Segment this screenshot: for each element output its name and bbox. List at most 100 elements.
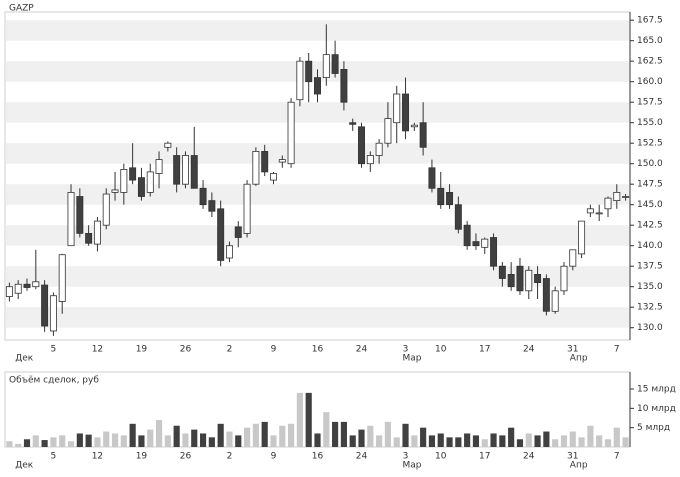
y-tick-label: 137.5 — [637, 262, 663, 272]
volume-bar — [402, 423, 409, 447]
candle-body — [454, 204, 462, 230]
x-tick-label: 7 — [614, 345, 620, 355]
volume-bar — [384, 421, 392, 447]
volume-bar — [129, 423, 136, 447]
candle-body — [305, 60, 313, 83]
candle-body — [437, 187, 445, 206]
volume-bar — [6, 441, 13, 447]
volume-bar — [15, 443, 22, 447]
y-tick-label: 160.0 — [637, 77, 663, 87]
volume-bar — [376, 435, 383, 447]
candle-body — [358, 126, 365, 165]
candle-body — [111, 189, 119, 193]
x-tick-label: 10 — [435, 452, 447, 462]
candle-body — [23, 283, 31, 288]
x-tick-label: 2 — [227, 345, 233, 355]
volume-bar — [235, 435, 242, 447]
volume-bar — [120, 435, 127, 447]
x-tick-label: 26 — [180, 452, 192, 462]
candle-body — [542, 278, 550, 312]
candle-body — [604, 197, 612, 210]
volume-bar — [552, 439, 559, 447]
x-tick-label: 24 — [356, 452, 368, 462]
x-month-label: Мар — [403, 461, 422, 471]
candle-body — [217, 208, 225, 261]
x-month-label: Апр — [570, 461, 588, 471]
candle-body — [516, 265, 524, 292]
candle-body — [199, 187, 207, 206]
volume-bar — [437, 433, 444, 447]
y-tick-label: 135.0 — [637, 282, 663, 292]
candle-body — [340, 69, 348, 103]
volume-bar — [516, 439, 524, 447]
y-tick-label: 5 млрд — [637, 423, 670, 433]
volume-bar — [111, 433, 119, 447]
volume-bar — [332, 421, 339, 447]
x-tick-label: 16 — [312, 452, 324, 462]
volume-bar — [191, 429, 198, 447]
candle-body — [384, 118, 392, 144]
candle-body — [5, 286, 13, 297]
candle-body — [349, 122, 357, 125]
volume-bar — [490, 433, 497, 447]
y-tick-label: 155.0 — [637, 118, 663, 128]
volume-bar — [420, 427, 427, 447]
grid-band — [6, 143, 629, 164]
candle-body — [102, 193, 110, 226]
candle-body — [525, 269, 533, 292]
candle-body — [14, 283, 22, 294]
volume-bar — [182, 433, 189, 447]
candle-body — [551, 290, 559, 312]
volume-bar — [32, 435, 39, 447]
volume-bar — [59, 435, 66, 447]
volume-bar — [138, 435, 145, 447]
y-tick-label: 167.5 — [637, 16, 663, 26]
volume-bar — [85, 434, 92, 447]
volume-bar — [305, 392, 312, 447]
candle-body — [32, 281, 40, 288]
volume-bar — [296, 392, 303, 447]
volume-bar — [155, 419, 163, 447]
candle-body — [278, 159, 286, 163]
x-tick-label: 3 — [403, 345, 409, 355]
y-tick-label: 165.0 — [637, 36, 663, 46]
x-month-label: Дек — [15, 461, 34, 471]
volume-bar — [261, 421, 268, 447]
x-tick-label: 31 — [567, 452, 578, 462]
volume-bar — [340, 421, 347, 447]
x-month-label: Дек — [15, 354, 34, 364]
candle-body — [129, 167, 137, 181]
candle-body — [270, 173, 277, 181]
y-tick-label: 15 млрд — [637, 385, 676, 395]
volume-bar — [411, 435, 418, 447]
candle-body — [331, 54, 339, 74]
candle-body — [252, 150, 260, 185]
volume-bar — [288, 423, 295, 447]
volume-title: Объём сделок, руб — [9, 376, 99, 386]
y-tick-label: 140.0 — [637, 241, 663, 251]
volume-bar — [604, 439, 612, 447]
candle-body — [314, 77, 321, 95]
x-tick-label: 24 — [523, 452, 535, 462]
y-tick-label: 157.5 — [637, 98, 663, 108]
candle-body — [322, 54, 330, 78]
volume-bar — [76, 433, 83, 447]
x-tick-label: 3 — [403, 452, 409, 462]
y-tick-label: 147.5 — [637, 180, 663, 190]
volume-bar — [208, 437, 215, 447]
x-tick-label: 5 — [51, 452, 57, 462]
x-month-label: Апр — [570, 354, 588, 364]
volume-bar — [481, 439, 488, 447]
volume-bar — [543, 431, 550, 447]
x-tick-label: 31 — [567, 345, 578, 355]
volume-bar — [243, 427, 251, 447]
candle-body — [208, 200, 216, 212]
x-tick-label: 5 — [51, 345, 57, 355]
volume-bar — [217, 423, 224, 447]
volume-bar — [103, 431, 110, 447]
candle-body — [49, 295, 57, 332]
x-tick-label: 19 — [136, 345, 148, 355]
volume-bar — [578, 437, 585, 447]
candle-body — [120, 169, 128, 193]
